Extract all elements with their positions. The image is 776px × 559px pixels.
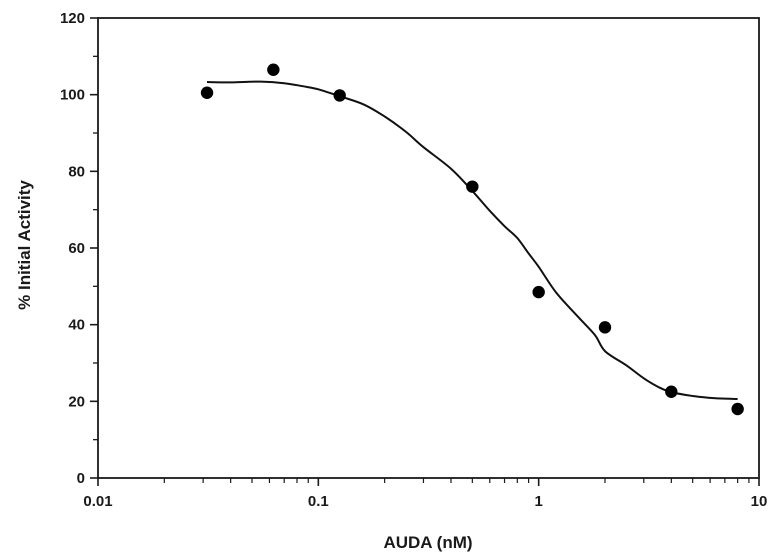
x-tick-label: 1 [534,493,542,510]
x-axis-title: AUDA (nM) [383,533,472,552]
x-axis: 0.01 0.1 1 10 [83,478,767,510]
x-tick-label: 0.1 [308,493,329,510]
y-tick-label: 120 [60,10,85,27]
data-point [731,402,744,416]
x-tick-label: 10 [751,493,768,510]
data-point [333,89,346,102]
data-point [466,180,479,193]
y-tick-label: 40 [68,317,85,334]
y-tick-label: 20 [68,393,85,410]
data-points [200,63,744,416]
y-tick-label: 60 [68,240,85,257]
y-tick-label: 100 [60,87,85,104]
plot-frame [97,17,760,479]
fit-curve [206,80,738,400]
y-axis: 0 20 40 60 80 100 120 [60,10,98,487]
data-point [200,86,214,99]
y-tick-label: 0 [77,470,85,487]
data-point [665,385,678,398]
data-point [267,63,280,76]
data-point [532,285,545,299]
y-tick-label: 80 [68,163,85,180]
x-tick-label: 0.01 [83,493,112,510]
y-axis-title: % Initial Activity [15,180,34,310]
data-point [598,321,612,334]
